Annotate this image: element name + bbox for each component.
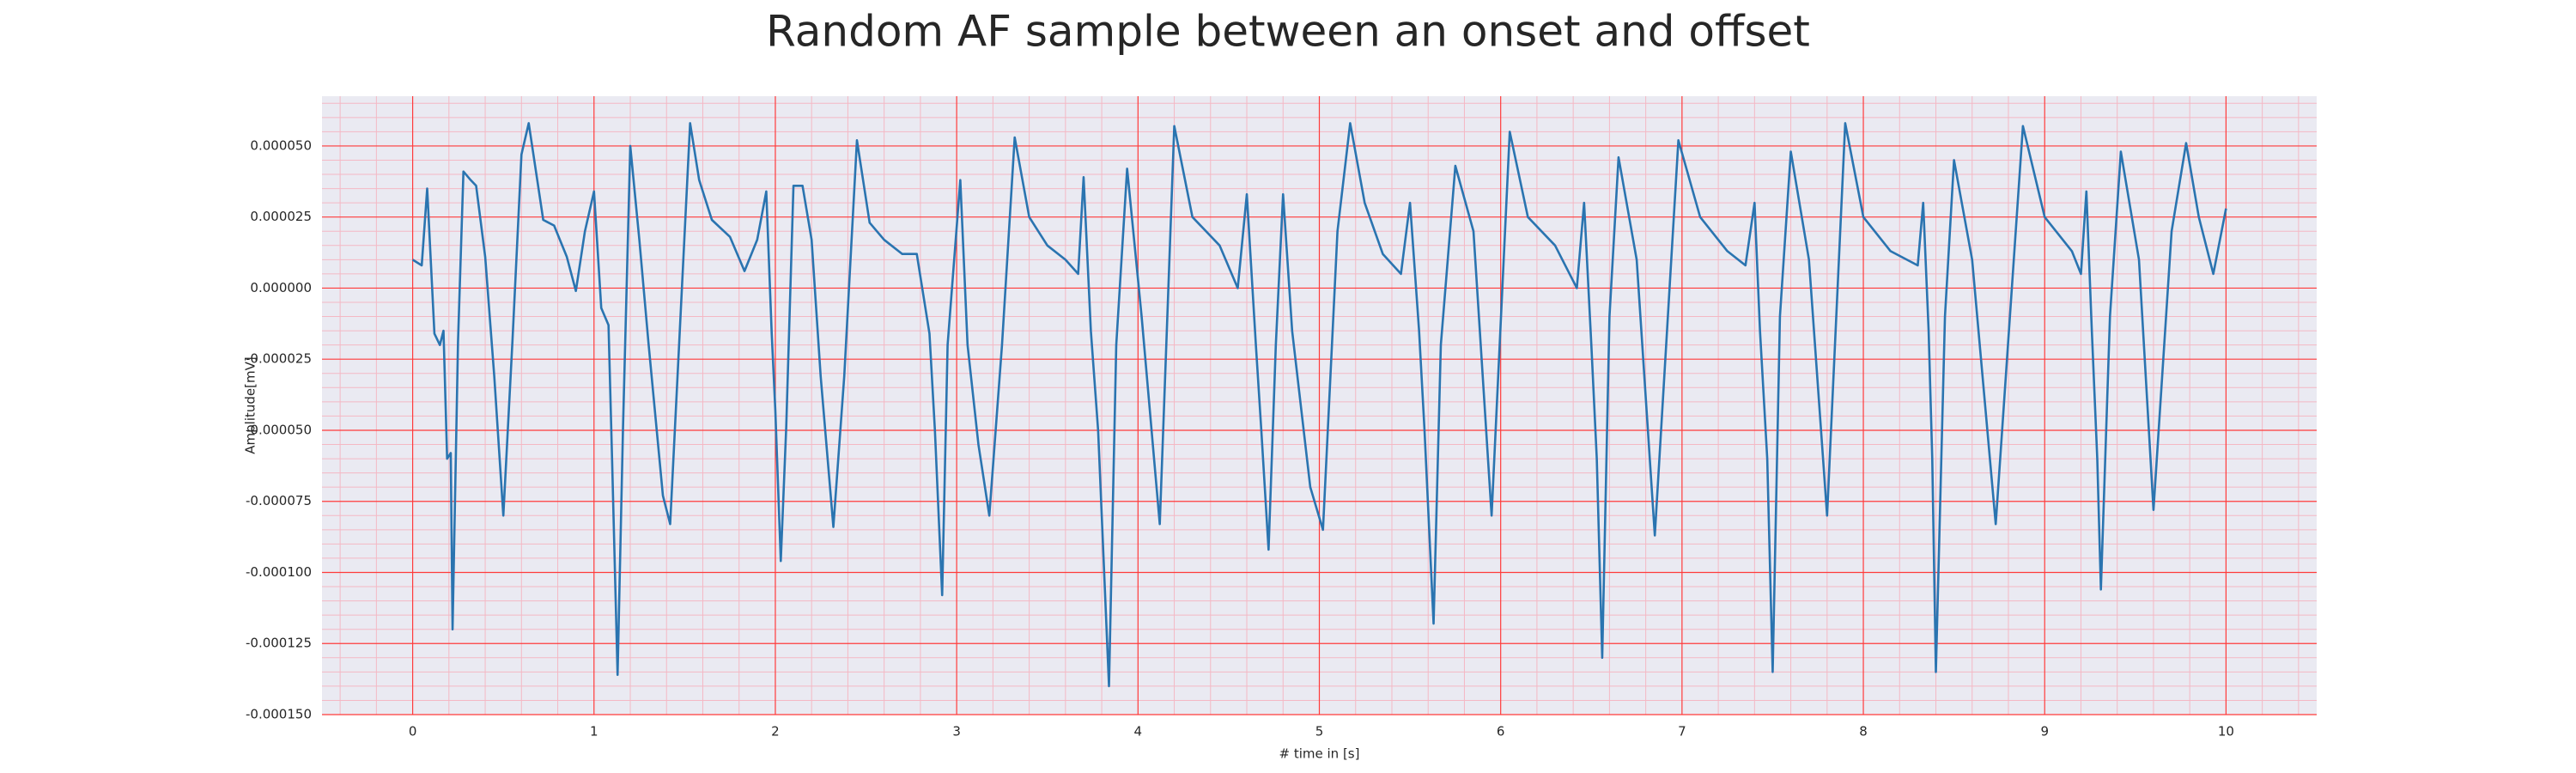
x-tick-label: 10 <box>2218 724 2234 740</box>
x-tick-label: 8 <box>1859 724 1868 740</box>
y-tick-label: -0.000050 <box>246 422 312 437</box>
x-tick-label: 3 <box>952 724 961 740</box>
x-tick-label: 7 <box>1678 724 1686 740</box>
y-tick-label: -0.000125 <box>246 636 312 651</box>
x-axis-label: # time in [s] <box>1279 746 1360 762</box>
y-tick-label: -0.000100 <box>246 564 312 580</box>
y-axis-label: Amplitude[mV] <box>243 356 258 453</box>
y-tick-label: 0.000025 <box>250 209 312 224</box>
x-tick-label: 0 <box>409 724 417 740</box>
chart-title: Random AF sample between an onset and of… <box>766 7 1810 57</box>
signal-line <box>411 122 2227 688</box>
x-tick-label: 5 <box>1315 724 1324 740</box>
y-tick-label: 0.000000 <box>250 280 312 295</box>
x-tick-label: 2 <box>771 724 780 740</box>
x-tick-label: 9 <box>2040 724 2049 740</box>
y-tick-label: -0.000075 <box>246 493 312 508</box>
x-tick-label: 4 <box>1134 724 1143 740</box>
y-tick-label: 0.000050 <box>250 137 312 153</box>
x-tick-label: 6 <box>1497 724 1505 740</box>
y-tick-label: -0.000150 <box>246 707 312 722</box>
y-tick-label: -0.000025 <box>246 351 312 367</box>
x-tick-label: 1 <box>590 724 598 740</box>
